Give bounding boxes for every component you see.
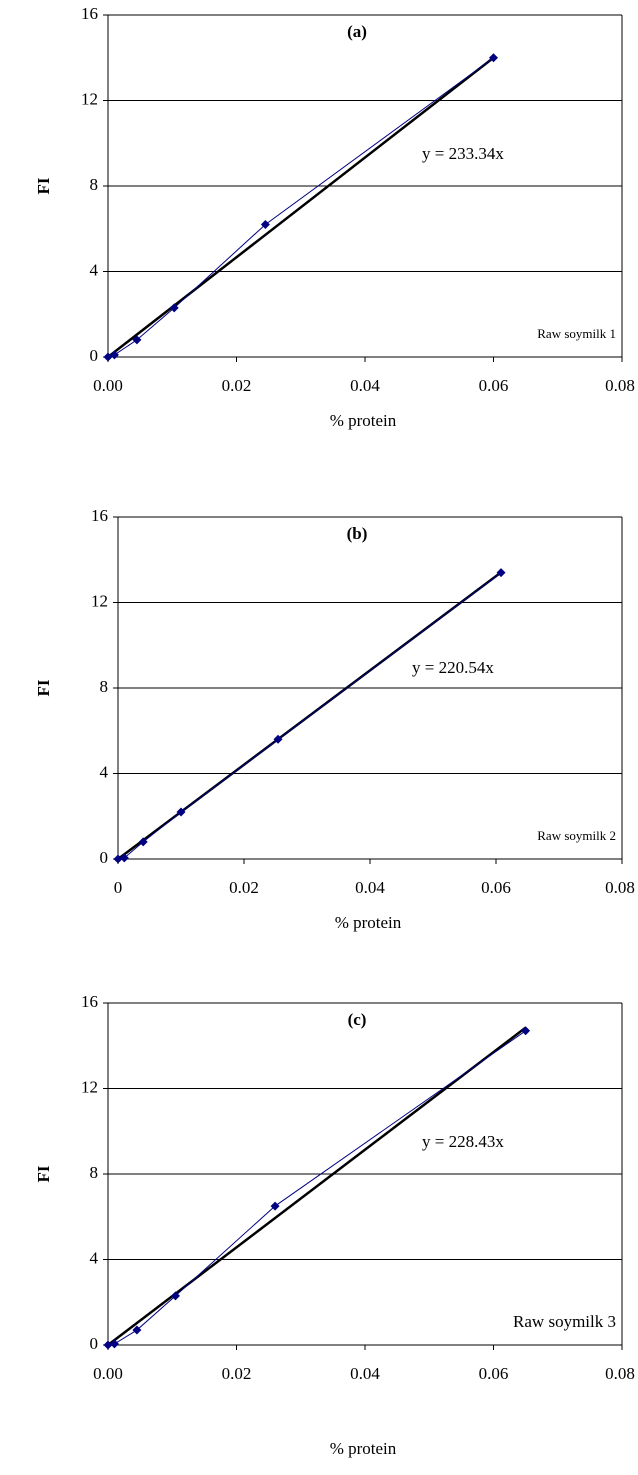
x-tick-label: 0.02 [222, 1364, 252, 1383]
data-point [138, 837, 148, 847]
y-tick-label: 12 [91, 591, 108, 610]
x-tick-label: 0.00 [93, 376, 123, 395]
data-line [117, 572, 502, 860]
y-tick-label: 4 [90, 1248, 99, 1267]
y-tick-label: 16 [81, 4, 98, 23]
y-axis-title: FI [34, 177, 53, 194]
panel-label: (c) [348, 1010, 367, 1029]
y-tick-label: 8 [90, 175, 99, 194]
y-axis-title: FI [34, 1165, 53, 1182]
y-tick-label: 12 [81, 1077, 98, 1096]
y-tick-label: 0 [100, 848, 109, 867]
annotation: Raw soymilk 3 [513, 1312, 616, 1331]
annotation: Raw soymilk 2 [537, 828, 616, 843]
x-tick-label: 0.02 [229, 878, 259, 897]
trendline [107, 56, 495, 358]
trendline-label: y = 233.34x [422, 144, 504, 163]
y-tick-label: 12 [81, 89, 98, 108]
annotation: Raw soymilk 1 [537, 326, 616, 341]
y-tick-label: 8 [90, 1163, 99, 1182]
trendline-label: y = 220.54x [412, 658, 494, 677]
x-tick-label: 0.04 [350, 1364, 380, 1383]
data-point [132, 1325, 142, 1335]
trendline-label: y = 228.43x [422, 1132, 504, 1151]
x-tick-label: 0.04 [350, 376, 380, 395]
data-point [132, 335, 142, 345]
y-tick-label: 16 [81, 992, 98, 1011]
y-tick-label: 4 [100, 762, 109, 781]
x-tick-label: 0.02 [222, 376, 252, 395]
data-point [521, 1026, 531, 1036]
x-axis-title: % protein [330, 411, 397, 430]
x-tick-label: 0.08 [605, 878, 635, 897]
y-tick-label: 0 [90, 1334, 99, 1353]
data-point [273, 734, 283, 744]
y-tick-label: 4 [90, 260, 99, 279]
y-tick-label: 8 [100, 677, 109, 696]
x-axis-title: % protein [330, 1439, 397, 1458]
y-tick-label: 0 [90, 346, 99, 365]
data-point [170, 1291, 180, 1301]
data-point [496, 568, 506, 578]
panel-label: (a) [347, 22, 367, 41]
data-point [489, 53, 498, 63]
panel-label: (b) [347, 524, 368, 543]
data-point [103, 1340, 113, 1350]
x-tick-label: 0.06 [479, 376, 509, 395]
y-tick-label: 16 [91, 506, 108, 525]
x-tick-label: 0.00 [93, 1364, 123, 1383]
x-tick-label: 0.06 [481, 878, 511, 897]
y-axis-title: FI [34, 679, 53, 696]
data-point [260, 219, 270, 229]
data-point [119, 853, 129, 863]
data-point [169, 303, 179, 313]
x-tick-label: 0.08 [605, 1364, 635, 1383]
data-point [270, 1201, 280, 1211]
data-point [113, 854, 123, 864]
x-tick-label: 0.06 [479, 1364, 509, 1383]
x-axis-title: % protein [335, 913, 402, 932]
data-point [109, 350, 119, 360]
x-tick-label: 0.08 [605, 376, 635, 395]
x-tick-label: 0.04 [355, 878, 385, 897]
trendline [107, 1026, 527, 1346]
data-point [176, 807, 186, 817]
data-point [109, 1339, 119, 1349]
x-tick-label: 0 [114, 878, 123, 897]
